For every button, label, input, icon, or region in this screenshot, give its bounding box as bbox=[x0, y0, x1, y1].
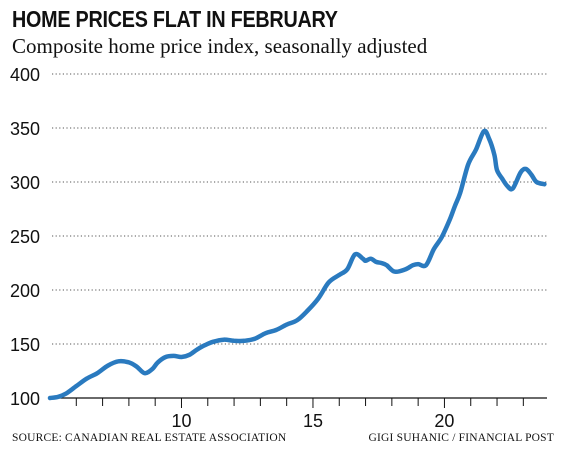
chart-subtitle: Composite home price index, seasonally a… bbox=[12, 34, 428, 58]
y-tick-label-100: 100 bbox=[10, 389, 40, 409]
y-axis-labels: 100 150 200 250 300 350 400 bbox=[10, 65, 40, 409]
x-tick-label-15: 15 bbox=[303, 411, 323, 431]
series-line-0 bbox=[47, 128, 547, 401]
x-axis: 10 15 20 bbox=[50, 397, 547, 431]
chart-title: HOME PRICES FLAT IN FEBRUARY bbox=[12, 6, 338, 32]
y-tick-label-300: 300 bbox=[10, 173, 40, 193]
series-group bbox=[47, 128, 547, 401]
x-tick-label-20: 20 bbox=[434, 411, 454, 431]
y-tick-label-150: 150 bbox=[10, 335, 40, 355]
source-note: SOURCE: CANADIAN REAL ESTATE ASSOCIATION bbox=[12, 432, 287, 444]
y-tick-label-200: 200 bbox=[10, 281, 40, 301]
x-tick-label-10: 10 bbox=[171, 411, 191, 431]
gridlines bbox=[52, 73, 547, 345]
y-tick-label-250: 250 bbox=[10, 227, 40, 247]
credit-note: GIGI SUHANIC / FINANCIAL POST bbox=[368, 432, 554, 444]
y-tick-label-350: 350 bbox=[10, 119, 40, 139]
y-tick-label-400: 400 bbox=[10, 65, 40, 85]
